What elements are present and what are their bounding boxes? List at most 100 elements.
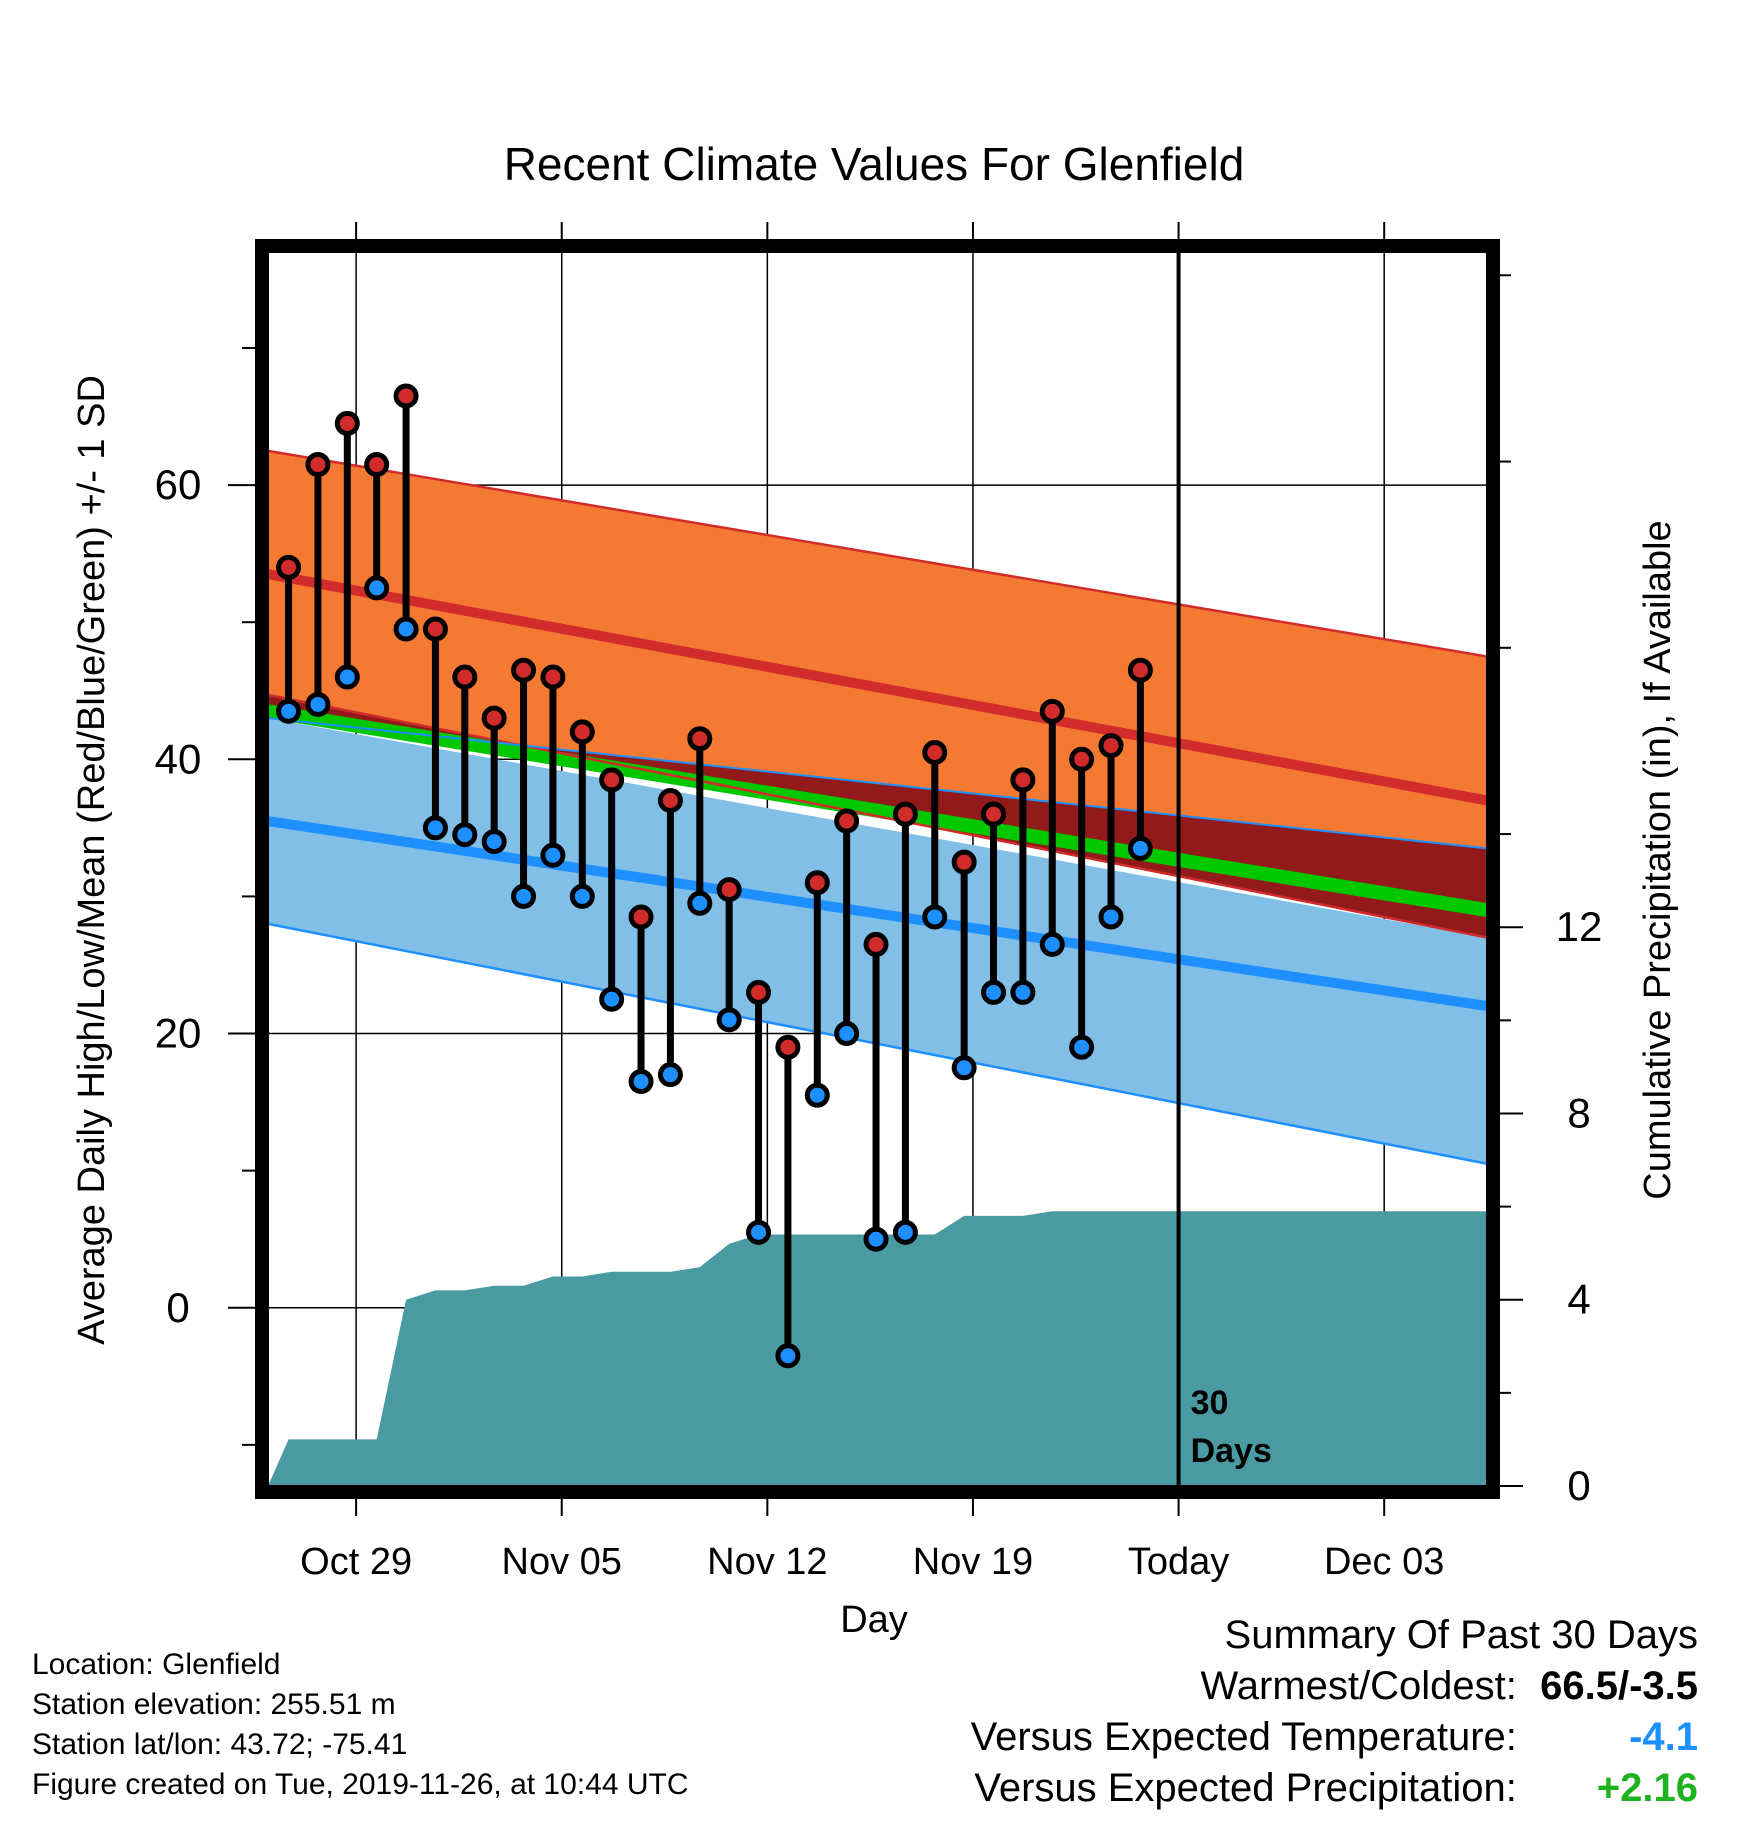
high-point bbox=[775, 1034, 801, 1060]
x-tick-label: Today bbox=[1128, 1541, 1229, 1583]
high-point bbox=[276, 554, 302, 580]
summary-panel: Summary Of Past 30 Days Warmest/Coldest:… bbox=[971, 1610, 1698, 1814]
high-point bbox=[981, 801, 1007, 827]
high-point bbox=[599, 767, 625, 793]
high-point bbox=[511, 657, 537, 683]
high-point bbox=[1010, 767, 1036, 793]
high-point bbox=[746, 979, 772, 1005]
low-point bbox=[746, 1219, 772, 1245]
low-point bbox=[276, 698, 302, 724]
chart-title: Recent Climate Values For Glenfield bbox=[504, 138, 1245, 190]
x-tick-label: Nov 05 bbox=[502, 1541, 622, 1583]
low-point bbox=[951, 1055, 977, 1081]
high-point bbox=[804, 870, 830, 896]
location-text: Location: Glenfield bbox=[32, 1648, 281, 1681]
high-point bbox=[1098, 733, 1124, 759]
station-info: Location: Glenfield Station elevation: 2… bbox=[32, 1645, 689, 1805]
high-point bbox=[569, 719, 595, 745]
today-label-days: 30 bbox=[1191, 1384, 1229, 1422]
low-point bbox=[334, 664, 360, 690]
temp-row: Versus Expected Temperature: -4.1 bbox=[971, 1712, 1698, 1763]
x-tick-label: Dec 03 bbox=[1324, 1541, 1444, 1583]
y-tick-label: 60 bbox=[155, 461, 202, 508]
created-text: Figure created on Tue, 2019-11-26, at 10… bbox=[32, 1768, 689, 1801]
precip-area bbox=[268, 1211, 1487, 1486]
elevation-text: Station elevation: 255.51 m bbox=[32, 1688, 396, 1721]
low-point bbox=[481, 829, 507, 855]
low-point bbox=[775, 1343, 801, 1369]
low-point bbox=[599, 986, 625, 1012]
y-tick-label: 40 bbox=[155, 735, 202, 782]
summary-heading: Summary Of Past 30 Days bbox=[1224, 1613, 1698, 1657]
high-point bbox=[305, 452, 331, 478]
high-point bbox=[892, 801, 918, 827]
latlon-text: Station lat/lon: 43.72; -75.41 bbox=[32, 1728, 408, 1761]
low-point bbox=[422, 815, 448, 841]
precip-value: +2.16 bbox=[1596, 1766, 1698, 1810]
x-axis-label: Day bbox=[840, 1599, 908, 1641]
x-tick-label: Oct 29 bbox=[300, 1541, 412, 1583]
y2-axis-label: Cumulative Precipitation (in), If Availa… bbox=[1637, 520, 1679, 1199]
low-point bbox=[892, 1219, 918, 1245]
today-label-text: Days bbox=[1191, 1432, 1272, 1470]
y-tick-label: 0 bbox=[166, 1284, 189, 1331]
y2-tick-label: 12 bbox=[1556, 903, 1603, 950]
high-point bbox=[1069, 746, 1095, 772]
high-upper-edge bbox=[268, 449, 1487, 658]
high-point bbox=[422, 616, 448, 642]
high-point bbox=[687, 726, 713, 752]
high-point bbox=[716, 877, 742, 903]
plot-frame bbox=[255, 239, 1500, 1499]
low-upper-edge bbox=[268, 717, 1487, 850]
low-point bbox=[687, 890, 713, 916]
high-point bbox=[863, 931, 889, 957]
low-point bbox=[1069, 1034, 1095, 1060]
low-point bbox=[922, 904, 948, 930]
low-point bbox=[834, 1021, 860, 1047]
plot-area: 30 Days bbox=[268, 252, 1487, 1486]
warm-cold-label: Warmest/Coldest: bbox=[1200, 1664, 1517, 1708]
y2-tick-label: 0 bbox=[1567, 1462, 1590, 1509]
y-tick-label: 20 bbox=[155, 1010, 202, 1057]
precip-label: Versus Expected Precipitation: bbox=[974, 1766, 1517, 1810]
temp-value: -4.1 bbox=[1629, 1715, 1698, 1759]
low-point bbox=[981, 979, 1007, 1005]
high-point bbox=[951, 849, 977, 875]
high-point bbox=[481, 705, 507, 731]
high-lower-edge bbox=[268, 693, 1487, 939]
y2-tick-label: 8 bbox=[1567, 1089, 1590, 1136]
high-point bbox=[540, 664, 566, 690]
low-point bbox=[540, 842, 566, 868]
high-point bbox=[657, 787, 683, 813]
high-point bbox=[1127, 657, 1153, 683]
high-point bbox=[834, 808, 860, 834]
high-point bbox=[452, 664, 478, 690]
warm-cold-row: Warmest/Coldest: 66.5/-3.5 bbox=[971, 1661, 1699, 1712]
low-point bbox=[452, 822, 478, 848]
low-point bbox=[804, 1082, 830, 1108]
precip-row: Versus Expected Precipitation: +2.16 bbox=[971, 1763, 1698, 1814]
high-point bbox=[364, 452, 390, 478]
x-tick-label: Nov 12 bbox=[707, 1541, 827, 1583]
low-point bbox=[1127, 835, 1153, 861]
low-point bbox=[511, 883, 537, 909]
low-point bbox=[1010, 979, 1036, 1005]
x-tick-label: Nov 19 bbox=[913, 1541, 1033, 1583]
low-point bbox=[1098, 904, 1124, 930]
temp-label: Versus Expected Temperature: bbox=[970, 1715, 1517, 1759]
high-point bbox=[628, 904, 654, 930]
low-point bbox=[364, 575, 390, 601]
high-point bbox=[334, 410, 360, 436]
low-point bbox=[393, 616, 419, 642]
low-point bbox=[863, 1226, 889, 1252]
y2-tick-label: 4 bbox=[1567, 1276, 1590, 1323]
low-point bbox=[569, 883, 595, 909]
high-point bbox=[1039, 698, 1065, 724]
high-point bbox=[922, 739, 948, 765]
low-point bbox=[657, 1062, 683, 1088]
low-point bbox=[1039, 931, 1065, 957]
high-normal-line bbox=[268, 569, 1487, 806]
low-point bbox=[628, 1069, 654, 1095]
high-point bbox=[393, 383, 419, 409]
